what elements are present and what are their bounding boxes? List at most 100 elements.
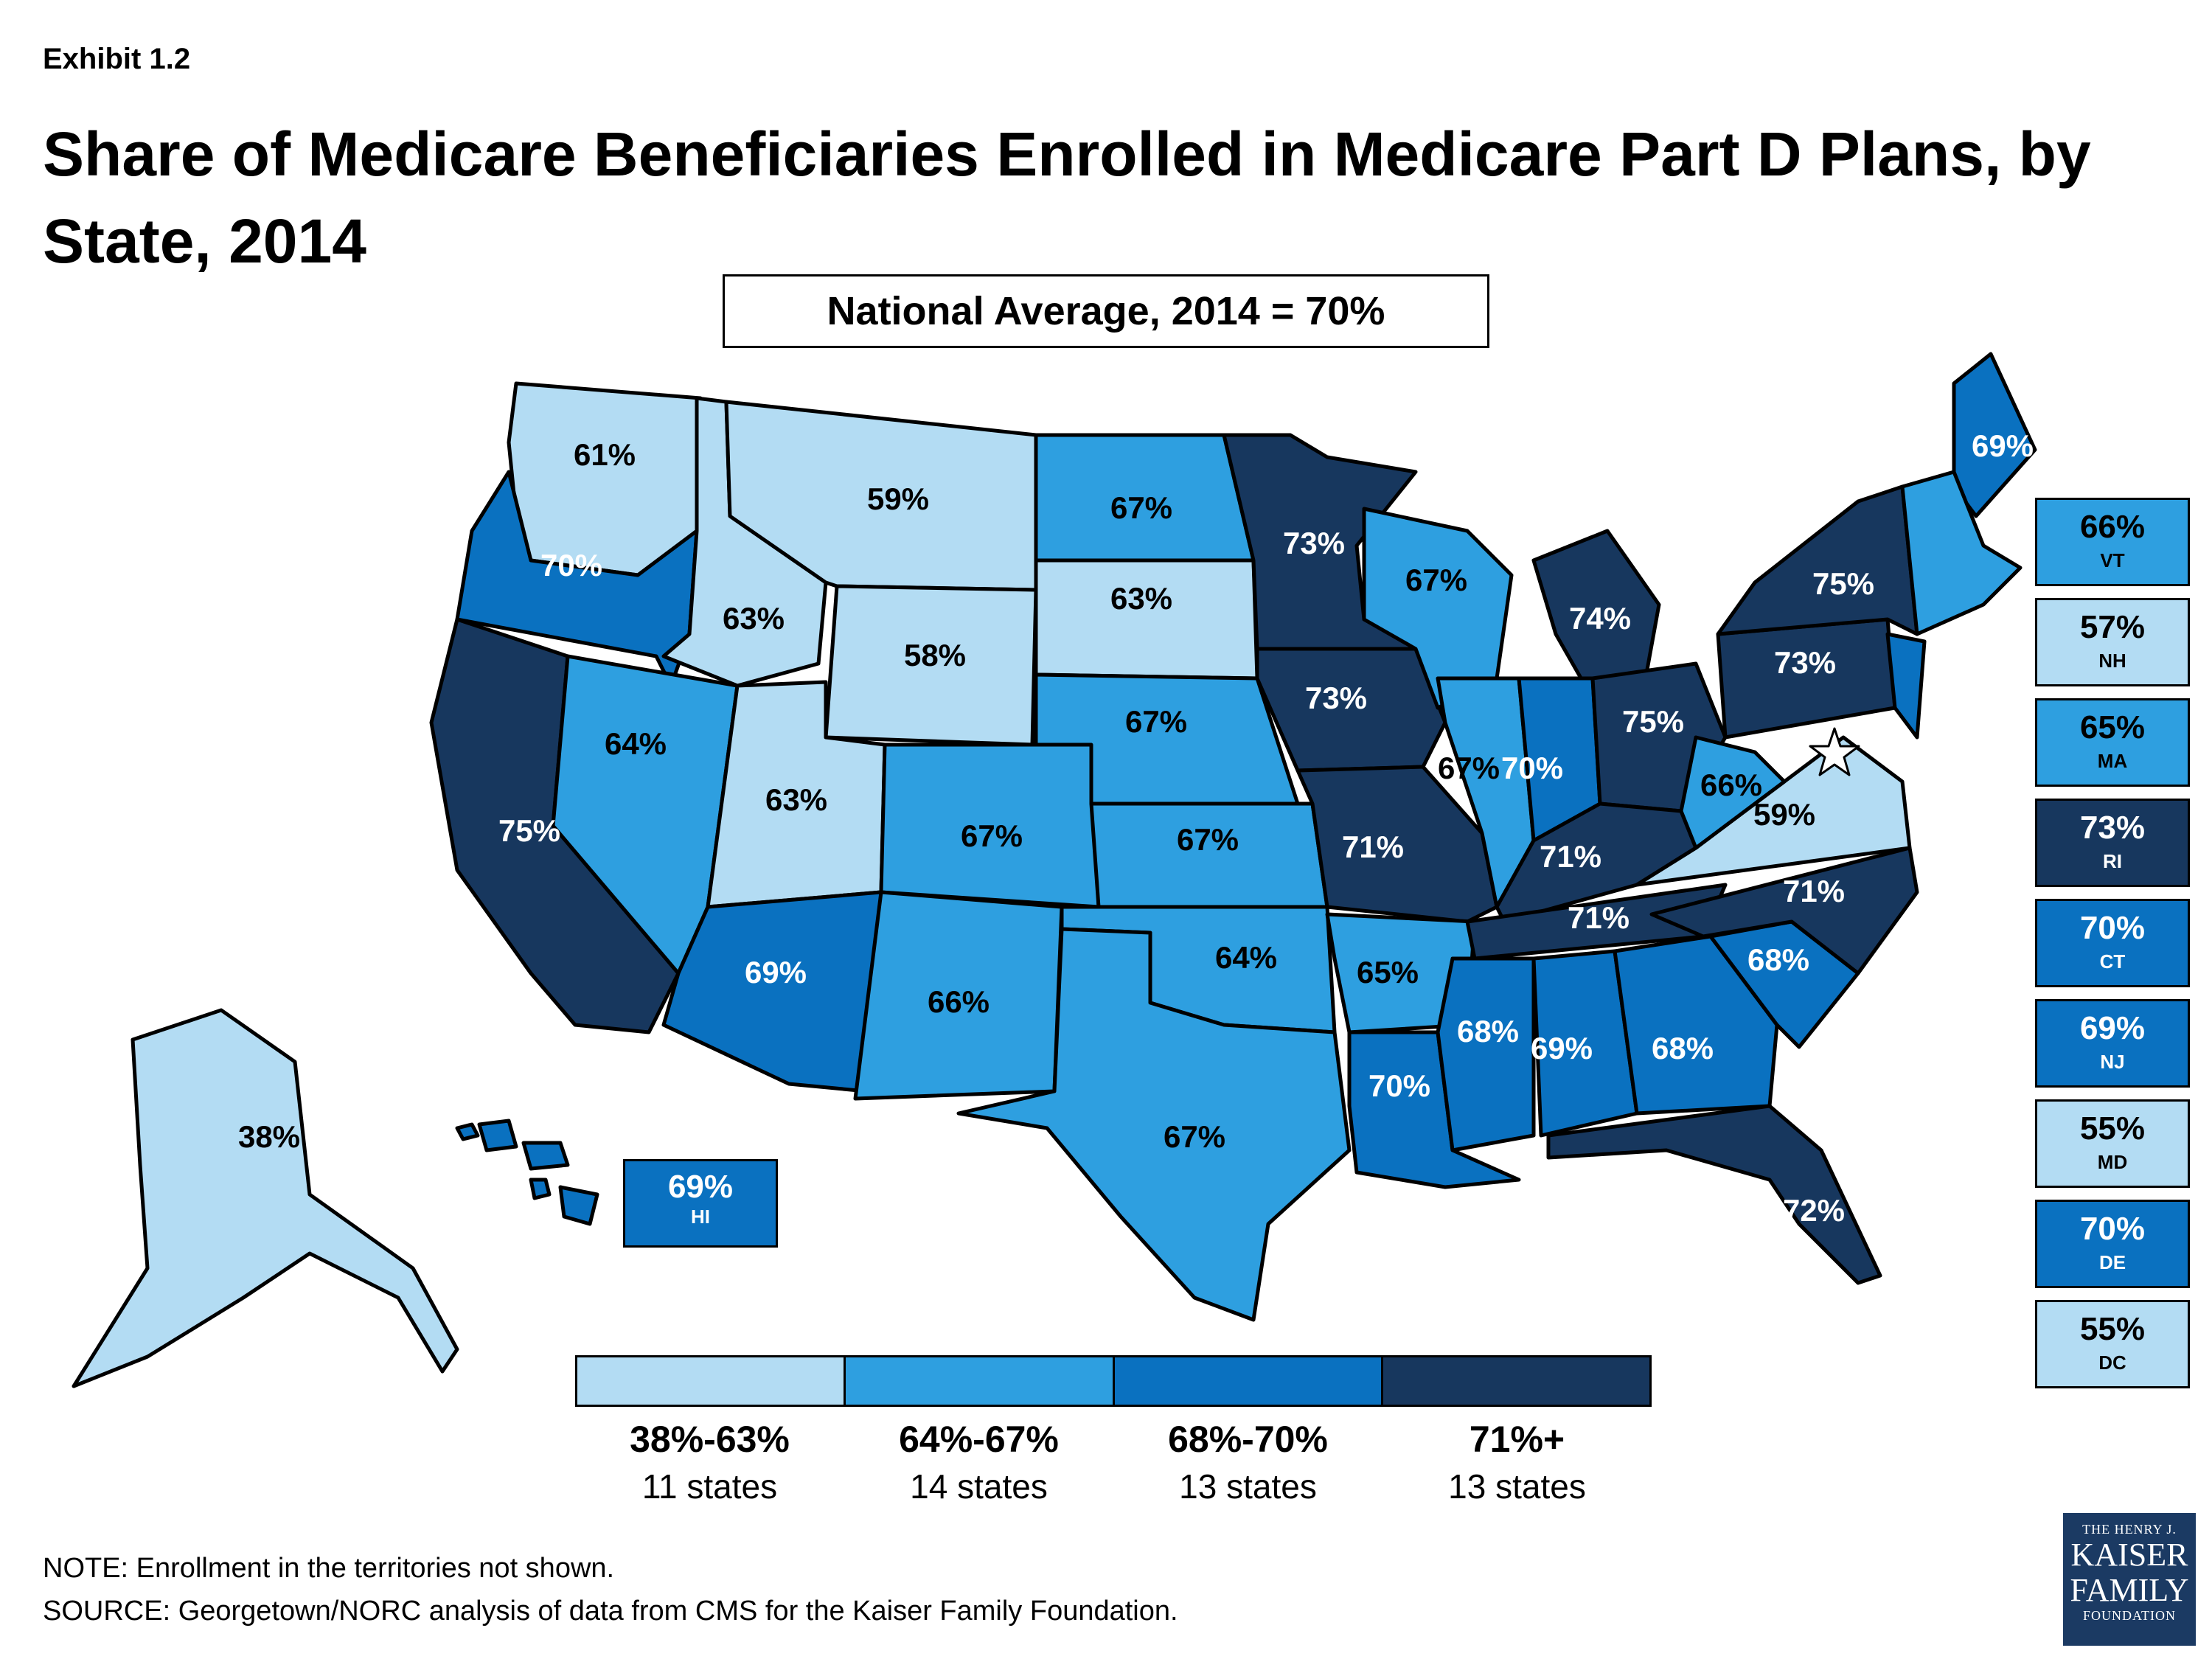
state-box-abbr: NH [2098, 650, 2126, 672]
legend-count: 14 states [910, 1467, 1048, 1506]
hawaii-value: 69% [667, 1169, 734, 1205]
state-box-abbr: DE [2098, 1251, 2126, 1273]
legend-item: 68%-70% 13 states [1113, 1416, 1382, 1510]
state-shape-mn [1222, 433, 1418, 651]
state-value-nv: 64% [605, 726, 667, 761]
hawaii-abbr: HI [691, 1206, 710, 1228]
state-box-value: 55% [2079, 1311, 2146, 1347]
legend-range: 64%-67% [899, 1419, 1059, 1460]
state-value-wa: 61% [574, 437, 636, 472]
state-shape-ms [1436, 956, 1536, 1152]
legend-swatch-tier3 [1114, 1357, 1383, 1405]
legend-labels: 38%-63% 11 states 64%-67% 14 states 68%-70… [575, 1416, 1652, 1510]
footnotes: NOTE: Enrollment in the territories not … [43, 1547, 1178, 1632]
state-box-abbr: NJ [2100, 1051, 2125, 1073]
state-box-abbr: VT [2100, 549, 2125, 571]
state-box-nj: 69% NJ [2035, 999, 2190, 1088]
state-value-mn: 73% [1283, 526, 1345, 560]
state-value-va: 59% [1753, 797, 1815, 832]
state-shape-hi [455, 1119, 599, 1226]
state-value-al: 69% [1531, 1031, 1593, 1065]
legend-count: 13 states [1179, 1467, 1317, 1506]
state-shape-ga [1613, 934, 1779, 1116]
state-value-mi: 74% [1569, 601, 1631, 636]
legend-swatch-tier4 [1382, 1357, 1649, 1405]
state-value-la: 70% [1368, 1068, 1430, 1103]
state-value-in: 70% [1501, 751, 1563, 785]
state-value-ms: 68% [1457, 1014, 1519, 1048]
logo-line1: THE HENRY J. [2082, 1522, 2177, 1537]
state-value-ny: 75% [1812, 566, 1874, 601]
state-value-ia: 73% [1305, 681, 1367, 715]
legend-swatch-tier2 [846, 1357, 1115, 1405]
national-average-box: National Average, 2014 = 70% [723, 274, 1489, 348]
state-shape-tx [956, 927, 1352, 1322]
state-box-value: 55% [2079, 1110, 2146, 1147]
state-value-ok: 64% [1215, 940, 1277, 975]
state-value-fl: 72% [1783, 1193, 1845, 1228]
state-value-co: 67% [961, 818, 1023, 853]
state-value-ak: 38% [238, 1119, 300, 1154]
state-value-sd: 63% [1110, 581, 1172, 616]
legend-swatch-tier1 [577, 1357, 846, 1405]
state-value-ga: 68% [1652, 1031, 1714, 1065]
legend-range: 38%-63% [630, 1419, 790, 1460]
page-title: Share of Medicare Beneficiaries Enrolled… [43, 119, 2091, 276]
legend-bar [575, 1355, 1652, 1407]
state-box-value: 65% [2079, 709, 2146, 745]
legend-range: 71%+ [1469, 1419, 1565, 1460]
legend-count: 11 states [641, 1467, 778, 1506]
legend-range: 68%-70% [1168, 1419, 1328, 1460]
legend-item: 64%-67% 14 states [844, 1416, 1113, 1510]
state-box-ri: 73% RI [2035, 799, 2190, 887]
state-value-nm: 66% [928, 984, 990, 1019]
state-value-az: 69% [745, 955, 807, 990]
state-value-mo: 71% [1342, 830, 1404, 864]
state-box-value: 70% [2079, 1211, 2146, 1247]
state-value-pa: 73% [1774, 645, 1836, 680]
state-box-abbr: DC [2098, 1352, 2126, 1374]
state-value-ne: 67% [1125, 704, 1187, 739]
state-shape-ne-small [1900, 470, 2023, 636]
logo-line3: FAMILY [2070, 1572, 2189, 1608]
state-box-ct: 70% CT [2035, 899, 2190, 987]
state-value-nd: 67% [1110, 490, 1172, 525]
source-text: SOURCE: Georgetown/NORC analysis of data… [43, 1596, 1178, 1627]
logo-line4: FOUNDATION [2083, 1608, 2176, 1623]
state-value-wv: 66% [1700, 768, 1762, 802]
state-box-abbr: MA [2097, 750, 2128, 772]
state-value-tx: 67% [1164, 1119, 1225, 1154]
state-value-ks: 67% [1177, 822, 1239, 857]
state-box-dc: 55% DC [2035, 1300, 2190, 1388]
state-box-abbr: CT [2099, 950, 2126, 973]
state-value-me: 69% [1972, 428, 2034, 463]
kff-logo: THE HENRY J. KAISER FAMILY FOUNDATION [2063, 1513, 2196, 1646]
state-value-ar: 65% [1357, 955, 1419, 990]
dc-star-icon [1809, 727, 1860, 776]
legend-item: 38%-63% 11 states [575, 1416, 844, 1510]
state-box-abbr: RI [2103, 850, 2122, 872]
state-value-ca: 75% [498, 813, 560, 848]
state-shape-ny [1716, 484, 1919, 636]
state-shape-wv [1679, 735, 1787, 850]
state-box-md: 55% MD [2035, 1099, 2190, 1188]
state-box-value: 66% [2079, 509, 2146, 545]
state-value-ky: 71% [1540, 839, 1601, 874]
hawaii-box: 69% HI [623, 1159, 778, 1248]
state-box-value: 57% [2079, 609, 2146, 645]
logo-line2: KAISER [2070, 1537, 2188, 1573]
state-box-value: 69% [2079, 1010, 2146, 1046]
state-shape-mo [1295, 765, 1499, 924]
exhibit-label: Exhibit 1.2 [43, 43, 191, 75]
legend-count: 13 states [1448, 1467, 1586, 1506]
state-box-de: 70% DE [2035, 1200, 2190, 1288]
state-box-value: 73% [2079, 810, 2146, 846]
state-value-tn: 71% [1568, 900, 1630, 935]
state-value-id: 63% [723, 601, 785, 636]
state-value-nc: 71% [1783, 874, 1845, 908]
state-value-oh: 75% [1622, 704, 1684, 739]
state-value-wi: 67% [1405, 563, 1467, 597]
state-shape-nj [1885, 632, 1927, 740]
state-shape-sd [1034, 558, 1259, 681]
